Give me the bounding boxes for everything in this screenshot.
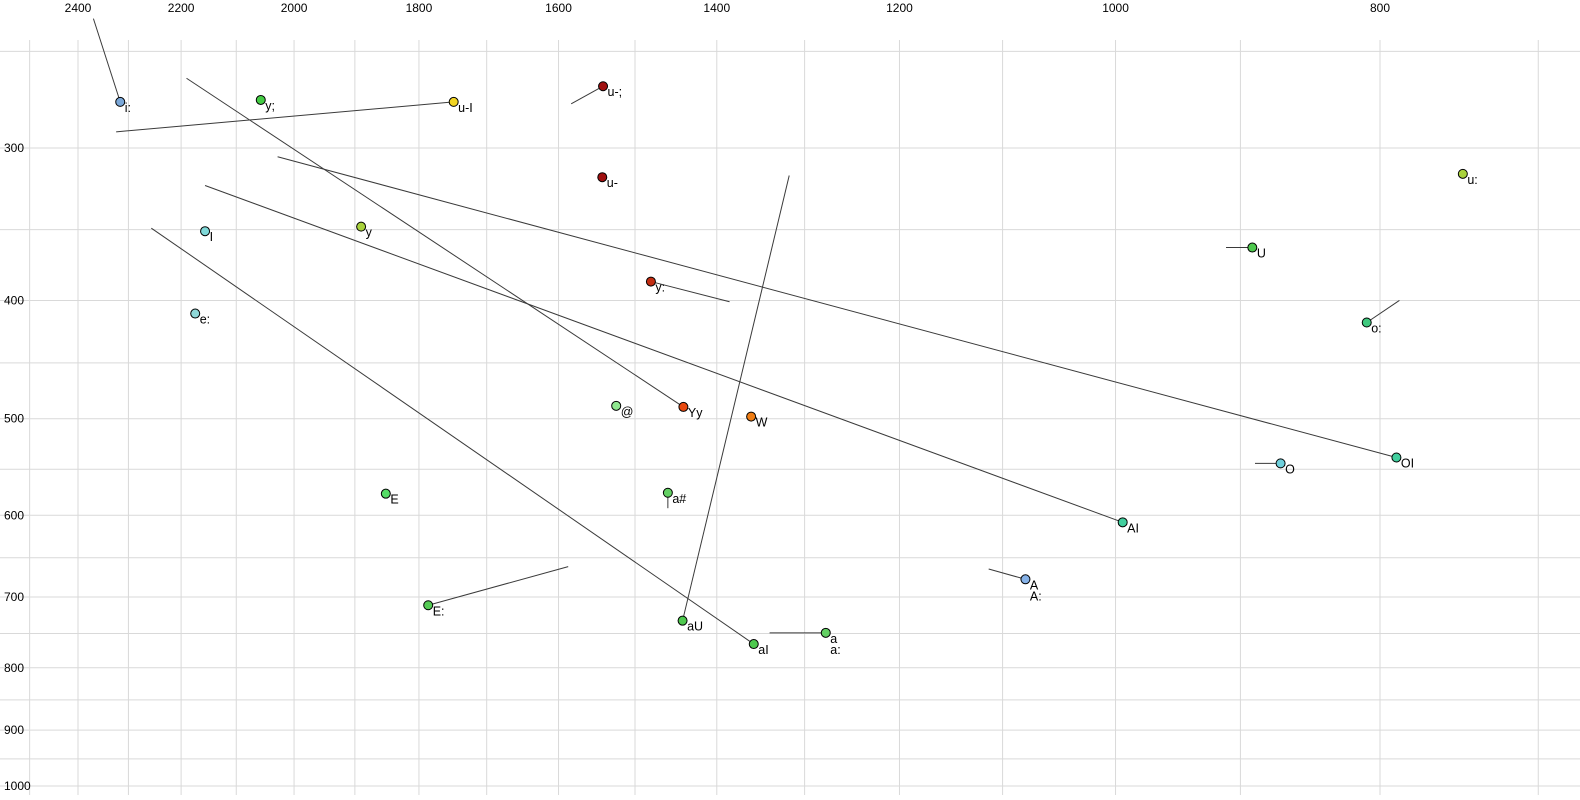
vowel-point (820, 627, 831, 638)
y-tick-label: 500 (4, 412, 24, 426)
x-tick-label: 800 (1370, 1, 1390, 15)
vowel-point (597, 172, 608, 183)
vowel-label: u: (1467, 173, 1477, 187)
trajectory-line (650, 281, 730, 303)
vowel-label: U (1257, 247, 1266, 261)
vowel-labels: i: y; u-I u-; u-y Ie: y: Uu: o: @ Yy W O OI E a# AI AA: E:… (125, 85, 1478, 657)
vowel-label: O (1285, 462, 1295, 476)
trajectory-line (92, 18, 121, 103)
x-tick-label: 1400 (703, 1, 730, 15)
vowel-label: a (830, 632, 837, 646)
vowel-point (380, 488, 391, 499)
trajectory-line (570, 85, 604, 105)
vowel-label: u-I (458, 101, 473, 115)
trajectory-line (186, 77, 684, 408)
vowel-label: A: (1030, 589, 1042, 603)
gridlines (0, 40, 1580, 795)
vowel-label: aU (687, 620, 703, 634)
x-tick-label: 2200 (168, 1, 195, 15)
vowel-point (1391, 452, 1402, 463)
vowel-point (200, 226, 211, 237)
vowel-point (115, 96, 126, 107)
trajectory-line (1366, 300, 1400, 323)
vowel-label: u-; (608, 85, 623, 99)
vowel-label: u- (607, 176, 618, 190)
trajectory-line (428, 566, 569, 606)
y-tick-label: 600 (4, 508, 24, 522)
x-tick-label: 2400 (65, 1, 92, 15)
vowel-point (1020, 574, 1031, 585)
trajectory-line (682, 175, 790, 621)
trajectory-line (116, 101, 454, 133)
vowel-label: E: (433, 604, 445, 618)
vowel-label: y; (265, 99, 275, 113)
vowel-label: o: (1371, 322, 1381, 336)
x-tick-label: 1800 (406, 1, 433, 15)
vowel-label: y (366, 226, 373, 240)
y-axis-ticks: 300 400 500 600 700 800 900 1000 (4, 141, 31, 793)
vowel-label: aI (758, 643, 768, 657)
vowel-point (190, 308, 201, 319)
vowel-point (662, 487, 673, 498)
y-tick-label: 700 (4, 590, 24, 604)
vowel-label: A (1030, 578, 1039, 592)
trajectory-line (204, 185, 1123, 523)
vowel-points (115, 81, 1468, 650)
vowel-label: AI (1127, 521, 1139, 535)
y-tick-label: 900 (4, 723, 24, 737)
x-tick-label: 1000 (1102, 1, 1129, 15)
vowel-point (255, 94, 266, 105)
vowel-point (746, 411, 757, 422)
vowel-point (356, 221, 367, 232)
vowel-label: i: (125, 101, 131, 115)
vowel-label: @ (621, 405, 634, 419)
vowel-label: OI (1401, 457, 1414, 471)
vowel-point (1457, 168, 1468, 179)
vowel-point (423, 600, 434, 611)
vowel-point (678, 401, 689, 412)
x-axis-ticks: 2400 2200 2000 1800 1600 1400 1200 1000 800 (65, 1, 1391, 15)
vowel-point (1247, 242, 1258, 253)
trajectory-line (988, 568, 1026, 580)
trajectory-line (151, 227, 755, 645)
vowel-point (748, 639, 759, 650)
vowel-point (448, 96, 459, 107)
y-tick-label: 800 (4, 661, 24, 675)
vowel-point (645, 276, 656, 287)
vowel-label: y: (655, 281, 665, 295)
vowel-label: W (756, 416, 768, 430)
vowel-label: a# (672, 492, 686, 506)
vowel-label: Yy (688, 406, 703, 420)
vowel-label: e: (200, 313, 210, 327)
vowel-point (1117, 517, 1128, 528)
trajectory-line (277, 156, 1397, 458)
y-tick-label: 1000 (4, 779, 31, 793)
trajectories (92, 18, 1400, 645)
vowel-point (611, 400, 622, 411)
vowel-label: a: (830, 643, 840, 657)
x-tick-label: 1200 (886, 1, 913, 15)
y-tick-label: 300 (4, 141, 24, 155)
vowel-point (1275, 458, 1286, 469)
x-tick-label: 2000 (281, 1, 308, 15)
vowel-point (1361, 317, 1372, 328)
vowel-point (598, 81, 609, 92)
vowel-point (677, 615, 688, 626)
vowel-label: I (210, 230, 213, 244)
vowel-label: E (390, 493, 398, 507)
y-tick-label: 400 (4, 293, 24, 307)
x-tick-label: 1600 (545, 1, 572, 15)
